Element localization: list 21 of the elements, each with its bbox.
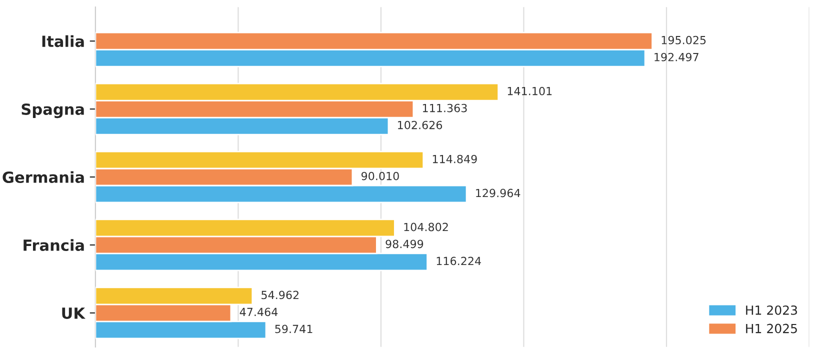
data-label: 104.802 bbox=[404, 222, 448, 232]
data-label: 192.497 bbox=[654, 52, 698, 62]
data-label: 47.464 bbox=[240, 308, 278, 316]
data-label: 195.025 bbox=[662, 36, 706, 44]
data-label: 59.741 bbox=[275, 324, 312, 334]
y-tick-label: Italia bbox=[42, 35, 84, 48]
data-label: 114.849 bbox=[432, 154, 477, 164]
data-label: 116.224 bbox=[436, 256, 481, 266]
data-label: 129.964 bbox=[476, 188, 520, 198]
y-tick-label: Spagna bbox=[22, 103, 84, 118]
y-tick-label: Germania bbox=[2, 171, 84, 184]
data-label: 111.363 bbox=[422, 104, 467, 112]
y-tick-label: Francia bbox=[24, 239, 84, 251]
data-label: 98.499 bbox=[386, 240, 424, 248]
data-label: 102.626 bbox=[398, 120, 442, 130]
legend-label: H1 2023 bbox=[746, 305, 797, 315]
y-tick-label: UK bbox=[62, 308, 86, 319]
legend-label: H1 2025 bbox=[746, 324, 797, 334]
data-label: 90.010 bbox=[361, 172, 399, 180]
data-label: 54.962 bbox=[262, 290, 298, 300]
data-label: 141.101 bbox=[508, 86, 552, 96]
